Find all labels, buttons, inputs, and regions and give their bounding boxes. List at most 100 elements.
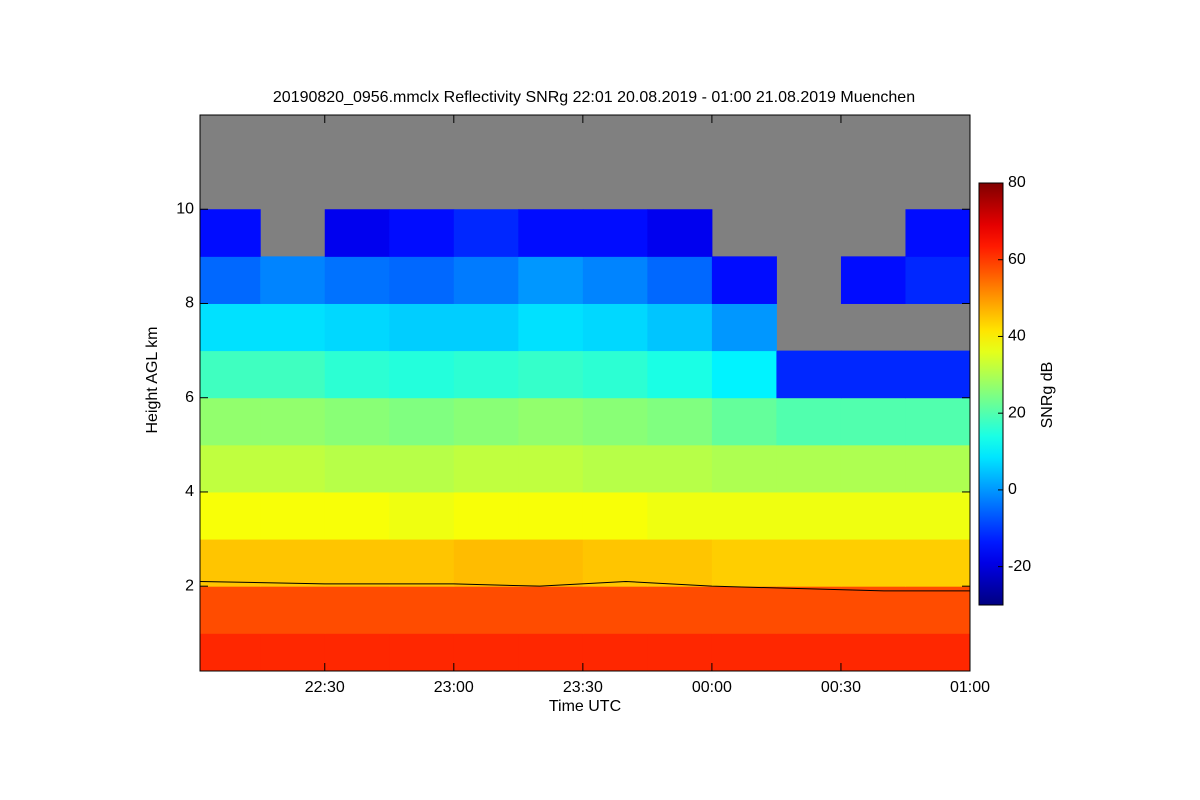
heatmap-cell xyxy=(905,586,971,634)
heatmap-cell xyxy=(840,397,906,446)
heatmap-cell xyxy=(711,303,777,352)
heatmap-cell xyxy=(200,539,261,587)
heatmap-cell xyxy=(776,633,842,672)
heatmap-cell xyxy=(453,209,519,257)
heatmap-cell xyxy=(389,633,455,672)
heatmap-cell xyxy=(647,350,713,399)
heatmap-cell xyxy=(776,350,842,399)
heatmap-cell xyxy=(840,539,906,587)
heatmap-cell xyxy=(324,539,390,587)
heatmap-cell xyxy=(582,633,648,672)
colorbar-tick-label: 60 xyxy=(1008,251,1026,268)
heatmap-cell xyxy=(776,397,842,446)
heatmap-cell xyxy=(582,256,648,304)
heatmap-cell xyxy=(324,491,390,540)
colorbar-tick-label: -20 xyxy=(1008,558,1031,575)
heatmap-cell xyxy=(260,350,326,399)
heatmap-cell xyxy=(647,397,713,446)
heatmap-cell xyxy=(260,586,326,634)
heatmap-cell xyxy=(840,444,906,493)
heatmap-cell xyxy=(840,491,906,540)
heatmap-cell xyxy=(711,539,777,587)
heatmap-cell xyxy=(582,209,648,257)
heatmap-cell xyxy=(324,444,390,493)
x-axis-label: Time UTC xyxy=(549,698,621,715)
colorbar-label: SNRg dB xyxy=(1039,362,1056,429)
heatmap-cell xyxy=(647,633,713,672)
heatmap-cell xyxy=(389,303,455,352)
heatmap-cell xyxy=(453,397,519,446)
heatmap-cell xyxy=(200,491,261,540)
plot-frame xyxy=(199,114,971,672)
heatmap-cell xyxy=(200,444,261,493)
heatmap-cell xyxy=(324,350,390,399)
heatmap-cell xyxy=(905,444,971,493)
heatmap-cell xyxy=(776,586,842,634)
heatmap-cell xyxy=(200,633,261,672)
heatmap-cell xyxy=(260,397,326,446)
colorbar-tick-label: 0 xyxy=(1008,481,1017,498)
heatmap-cell xyxy=(518,586,584,634)
heatmap-cell xyxy=(905,539,971,587)
heatmap-cell xyxy=(905,209,971,257)
heatmap-cell xyxy=(711,350,777,399)
heatmap-cell xyxy=(647,209,713,257)
colorbar-tick-label: 80 xyxy=(1008,174,1026,191)
heatmap-cell xyxy=(776,444,842,493)
x-tick-label: 00:00 xyxy=(692,679,732,696)
heatmap-cell xyxy=(260,256,326,304)
heatmap-cell xyxy=(453,256,519,304)
heatmap-cell xyxy=(453,586,519,634)
heatmap-cell xyxy=(389,586,455,634)
heatmap-cell xyxy=(840,256,906,304)
heatmap-cell xyxy=(905,491,971,540)
heatmap-cell xyxy=(260,444,326,493)
heatmap-cell xyxy=(647,444,713,493)
colorbar-tick-label: 40 xyxy=(1008,328,1026,345)
heatmap-cell xyxy=(260,633,326,672)
heatmap-cell xyxy=(389,539,455,587)
heatmap-cell xyxy=(840,586,906,634)
heatmap-cell xyxy=(711,397,777,446)
heatmap-cell xyxy=(518,633,584,672)
y-tick-label: 4 xyxy=(185,483,194,500)
heatmap-cell xyxy=(260,539,326,587)
heatmap-cell xyxy=(389,256,455,304)
heatmap-cell xyxy=(518,444,584,493)
y-tick-label: 8 xyxy=(185,295,194,312)
heatmap-cell xyxy=(518,256,584,304)
heatmap-cell xyxy=(647,491,713,540)
heatmap-cell xyxy=(200,586,261,634)
heatmap-cell xyxy=(453,633,519,672)
heatmap-cell xyxy=(905,633,971,672)
chart-title: 20190820_0956.mmclx Reflectivity SNRg 22… xyxy=(273,89,915,106)
heatmap-cell xyxy=(389,444,455,493)
heatmap-cell xyxy=(711,491,777,540)
heatmap-cell xyxy=(200,350,261,399)
heatmap-cell xyxy=(389,491,455,540)
heatmap-cell xyxy=(776,491,842,540)
heatmap-cell xyxy=(260,491,326,540)
heatmap-cell xyxy=(582,397,648,446)
heatmap-cell xyxy=(453,444,519,493)
overlay-line xyxy=(199,580,970,592)
heatmap-cell xyxy=(200,303,261,352)
heatmap-cell xyxy=(453,539,519,587)
heatmap-cell xyxy=(324,397,390,446)
heatmap-cell xyxy=(905,256,971,304)
heatmap-cell xyxy=(518,209,584,257)
heatmap-cell xyxy=(711,444,777,493)
heatmap-cell xyxy=(776,539,842,587)
heatmap-cell xyxy=(647,586,713,634)
x-tick-label: 01:00 xyxy=(950,679,990,696)
heatmap-cell xyxy=(389,209,455,257)
heatmap-cell xyxy=(518,397,584,446)
heatmap-cell xyxy=(840,633,906,672)
heatmap-cell xyxy=(200,256,261,304)
y-tick-label: 6 xyxy=(185,389,194,406)
x-tick-label: 23:30 xyxy=(563,679,603,696)
heatmap-cell xyxy=(905,397,971,446)
colorbar-tick-label: 20 xyxy=(1008,404,1026,421)
heatmap-cell xyxy=(582,586,648,634)
heatmap-cell xyxy=(389,397,455,446)
